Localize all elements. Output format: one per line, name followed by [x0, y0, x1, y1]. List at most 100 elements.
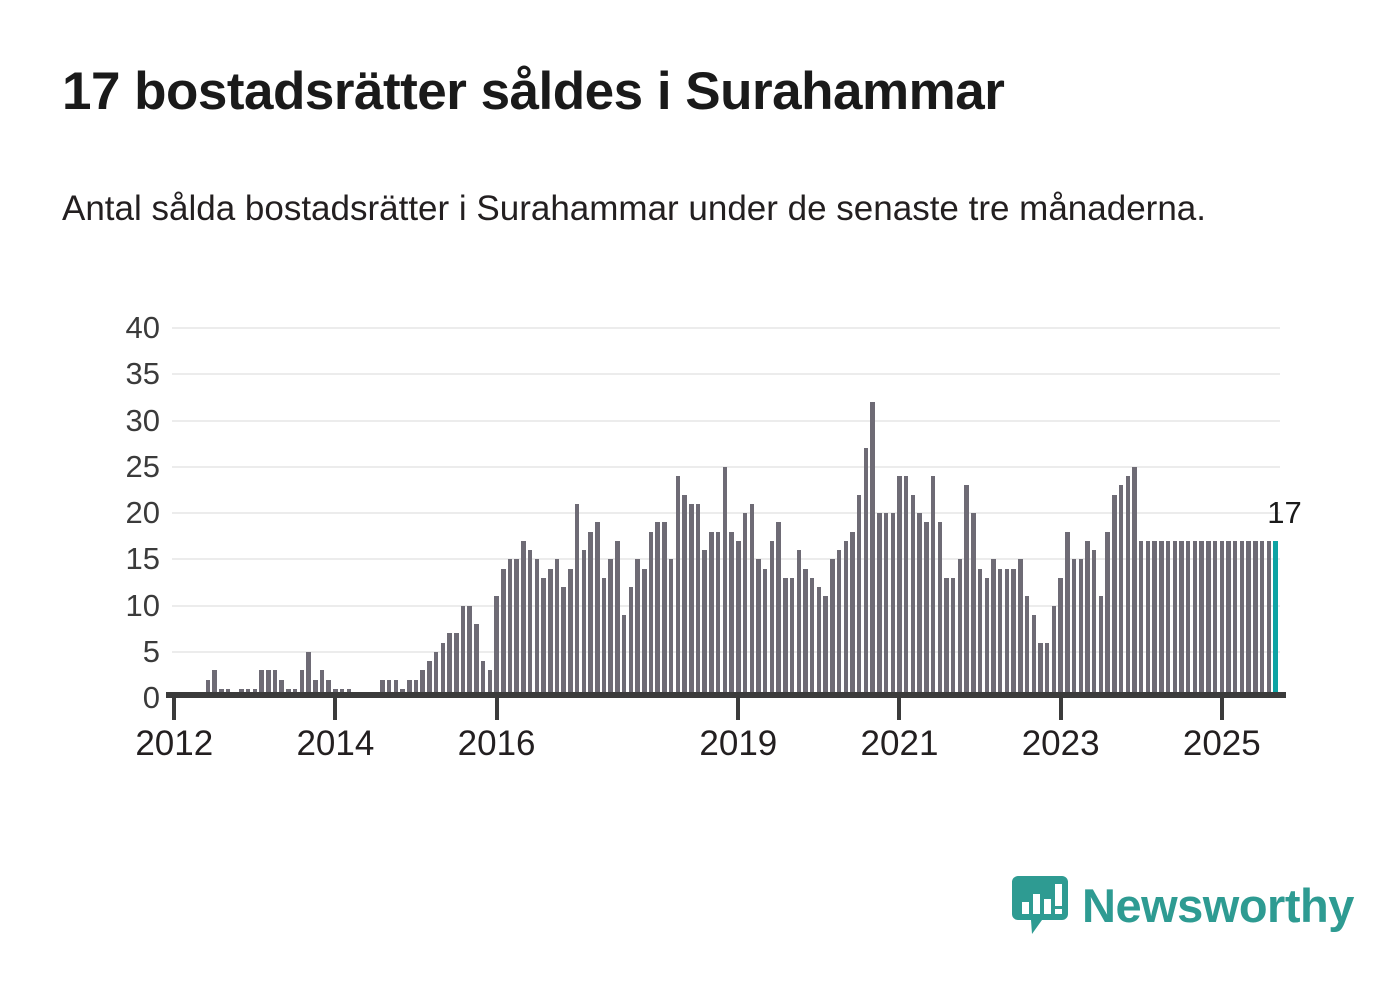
y-axis-tick-label: 0: [142, 680, 160, 715]
bar: [420, 670, 425, 698]
bar: [1152, 540, 1157, 698]
bar: [514, 559, 519, 698]
bar: [568, 568, 573, 698]
x-axis-tick: [736, 698, 741, 720]
bar: [1185, 540, 1191, 698]
bar: [1165, 540, 1171, 698]
y-axis-tick-label: 15: [125, 541, 160, 577]
bar: [621, 614, 627, 698]
bar: [890, 513, 896, 698]
bar: [474, 624, 479, 698]
bar: [1246, 540, 1251, 698]
bar: [1266, 540, 1272, 698]
bar: [447, 633, 452, 698]
y-axis-tick-label: 30: [125, 402, 160, 438]
x-axis-tick-label: 2014: [296, 724, 375, 763]
bar: [655, 522, 660, 698]
x-axis-line: [166, 692, 1286, 698]
bar: [407, 679, 412, 698]
bar: [1199, 540, 1204, 698]
bar: [1239, 540, 1245, 698]
y-axis-tick-label: 40: [125, 310, 160, 345]
bar: [903, 476, 909, 698]
x-axis-tick: [1058, 698, 1063, 720]
bar: [581, 550, 587, 698]
bar: [1004, 568, 1010, 698]
bar: [574, 503, 580, 698]
bar: [1038, 642, 1043, 698]
y-axis-tick-label: 25: [125, 448, 160, 484]
bar: [642, 568, 647, 698]
bar: [662, 522, 667, 698]
bar: [595, 522, 600, 698]
bar: [944, 577, 949, 698]
bar: [783, 577, 788, 698]
y-axis-tick-label: 10: [125, 587, 160, 623]
bar: [326, 679, 331, 698]
bar: [709, 531, 714, 698]
bar: [306, 651, 311, 698]
bar: [897, 476, 902, 698]
bar: [635, 559, 640, 698]
bar: [1011, 568, 1016, 698]
bar: [1098, 596, 1104, 698]
x-axis-tick: [897, 698, 902, 720]
bar: [789, 577, 795, 698]
bar: [494, 596, 499, 698]
x-axis-tick-label: 2023: [1021, 724, 1100, 763]
bar: [1031, 614, 1037, 698]
bar: [1091, 550, 1097, 698]
bar: [668, 559, 674, 698]
bar: [776, 522, 781, 698]
bar: [1112, 494, 1117, 698]
bar: [628, 587, 634, 698]
bar: [830, 559, 835, 698]
x-axis-tick-label: 2025: [1182, 724, 1261, 763]
bar: [279, 679, 284, 698]
bar: [850, 531, 855, 698]
bar: [433, 651, 439, 698]
y-axis-tick-label: 35: [125, 356, 160, 392]
bar: [1212, 540, 1218, 698]
bar: [1044, 642, 1050, 698]
bar: [212, 670, 217, 698]
x-axis-tick-label: 2016: [457, 724, 536, 763]
bar: [561, 587, 566, 698]
bar: [1232, 540, 1238, 698]
bar: [205, 679, 211, 698]
bar: [440, 642, 446, 698]
bar: [675, 476, 681, 698]
bar: [736, 540, 741, 698]
bar: [957, 559, 963, 698]
bar: [266, 670, 271, 698]
bar: [1065, 531, 1070, 698]
bar: [393, 679, 399, 698]
bar: [507, 559, 513, 698]
bar: [964, 485, 969, 698]
y-axis-tick-label: 20: [125, 495, 160, 530]
bar: [682, 494, 687, 698]
bar: [910, 494, 916, 698]
bar: [1085, 540, 1090, 698]
bar: [870, 402, 875, 698]
bar: [977, 568, 983, 698]
bar: [521, 540, 526, 698]
bar: [259, 670, 264, 698]
bar: [1078, 559, 1084, 698]
bar: [924, 522, 929, 698]
x-axis-tick: [494, 698, 499, 720]
bar: [823, 596, 828, 698]
bar: [809, 577, 815, 698]
x-axis-tick-label: 2021: [860, 724, 939, 763]
bar: [991, 559, 996, 698]
bar: [1051, 605, 1057, 698]
bar: [762, 568, 768, 698]
bar: [749, 503, 754, 698]
bar: [487, 670, 493, 698]
bar: [722, 466, 728, 698]
chart-bars: [172, 328, 1280, 698]
bar: [601, 577, 607, 698]
bar: [272, 670, 278, 698]
bar: [856, 494, 862, 698]
